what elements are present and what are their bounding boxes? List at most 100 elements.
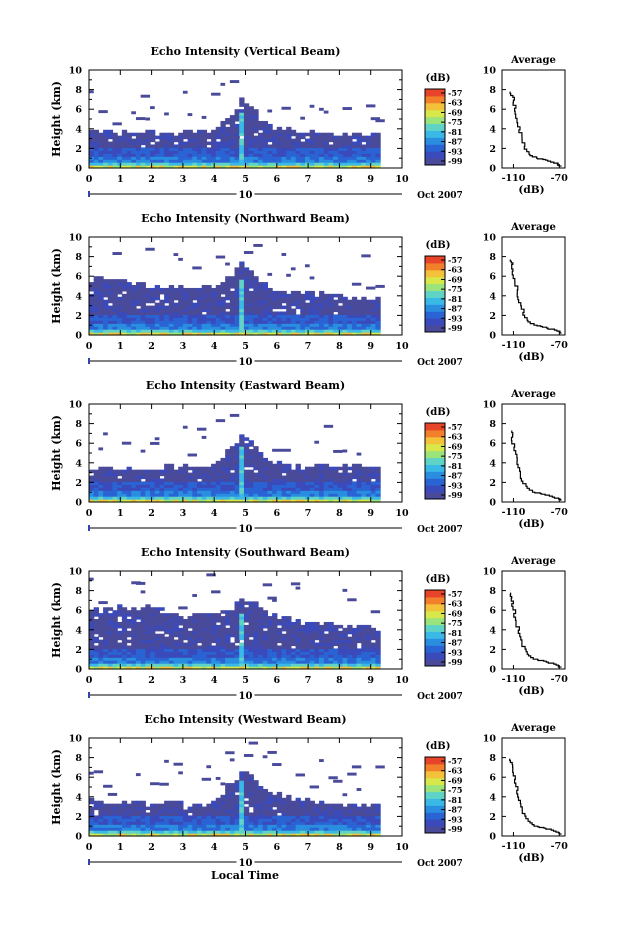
heatmap-cell — [309, 165, 315, 169]
heatmap-cell — [145, 469, 151, 474]
heatmap-cell — [168, 657, 175, 661]
heatmap-cell — [168, 302, 175, 307]
heatmap-cell — [164, 472, 170, 477]
heatmap-cell — [211, 92, 221, 96]
heatmap-cell — [140, 610, 146, 614]
heatmap-cell — [370, 165, 376, 169]
heatmap-cell — [314, 323, 320, 327]
heatmap-cell — [192, 132, 198, 137]
heatmap-cell — [187, 135, 193, 140]
heatmap-cell — [150, 624, 156, 629]
heatmap-cell — [375, 666, 381, 670]
heatmap-cell — [182, 484, 189, 488]
heatmap-cell — [135, 326, 142, 330]
heatmap-cell — [262, 651, 269, 655]
heatmap-cell — [220, 457, 226, 462]
heatmap-cell — [159, 830, 165, 834]
heatmap-cell — [206, 499, 212, 503]
heatmap-cell — [201, 326, 207, 330]
heatmap-cell — [145, 247, 155, 251]
heatmap-cell — [243, 754, 254, 757]
heatmap-cell — [290, 487, 297, 491]
heatmap-cell — [121, 472, 128, 477]
heatmap-cell — [375, 636, 381, 641]
colorbar-tick-label: -63 — [448, 265, 463, 275]
heatmap-cell — [89, 162, 95, 166]
heatmap-cell — [276, 460, 283, 465]
heatmap-cell — [187, 162, 193, 166]
heatmap-cell — [258, 466, 264, 471]
heatmap-cell — [370, 484, 376, 488]
heatmap-cell — [178, 499, 184, 503]
heatmap-cell — [164, 484, 170, 488]
heatmap-cell — [328, 660, 334, 664]
heatmap-cell — [356, 452, 362, 456]
heatmap-cell — [314, 806, 320, 811]
heatmap-cell — [159, 493, 165, 497]
heatmap-cell — [168, 285, 175, 289]
heatmap-cell — [159, 619, 165, 623]
heatmap-cell — [145, 314, 151, 318]
heatmap-cell — [117, 469, 123, 474]
heatmap-cell — [267, 800, 273, 805]
heatmap-cell — [229, 126, 236, 131]
heatmap-cell — [192, 627, 198, 632]
heatmap-cell — [159, 308, 165, 313]
heatmap-cell — [262, 818, 269, 822]
heatmap-cell — [154, 308, 161, 313]
heatmap-cell — [201, 317, 207, 321]
heatmap-cell — [178, 800, 184, 805]
heatmap-cell — [150, 619, 156, 623]
heatmap-cell — [229, 490, 236, 494]
heatmap-cell — [107, 657, 114, 661]
heatmap-cell — [211, 651, 217, 655]
heatmap-cell — [121, 287, 128, 292]
heatmap-cell — [93, 490, 99, 494]
heatmap-cell — [243, 636, 250, 641]
heatmap-cell — [370, 153, 376, 157]
heatmap-cell — [178, 165, 184, 169]
heatmap-cell — [333, 449, 343, 453]
heatmap-cell — [366, 305, 372, 310]
heatmap-cell — [225, 162, 231, 166]
heatmap-cell — [140, 648, 146, 652]
heatmap-cell — [286, 323, 292, 327]
heatmap-cell — [89, 619, 95, 623]
heatmap-cell — [258, 287, 264, 292]
heatmap-cell — [243, 630, 250, 635]
heatmap-cell — [154, 487, 161, 491]
heatmap-cell — [126, 818, 132, 822]
heatmap-cell — [103, 830, 109, 834]
heatmap-cell — [323, 329, 330, 333]
heatmap-cell — [154, 642, 161, 647]
heatmap-cell — [286, 827, 292, 831]
heatmap-cell — [281, 487, 287, 491]
heatmap-cell — [225, 806, 231, 811]
heatmap-cell — [243, 452, 250, 456]
heatmap-cell — [103, 496, 109, 500]
heatmap-cell — [112, 619, 118, 623]
heatmap-cell — [351, 329, 358, 333]
heatmap-cell — [135, 613, 142, 617]
heatmap-cell — [234, 472, 240, 477]
heatmap-cell — [145, 607, 151, 611]
heatmap-cell — [356, 654, 362, 658]
heatmap-cell — [112, 630, 118, 635]
heatmap-cell — [319, 627, 325, 632]
heatmap-cell — [173, 824, 179, 828]
heatmap-cell — [131, 320, 137, 324]
heatmap-cell — [262, 147, 269, 151]
heatmap-cell — [239, 475, 245, 480]
heatmap-cell — [117, 138, 123, 143]
heatmap-cell — [281, 165, 287, 169]
heatmap-cell — [150, 106, 155, 110]
colorbar-frame — [424, 88, 446, 166]
heatmap-cell — [304, 156, 311, 160]
heatmap-cell — [290, 496, 297, 500]
heatmap-cell — [239, 282, 245, 286]
heatmap-cell — [215, 475, 222, 480]
heatmap-cell — [276, 138, 283, 143]
heatmap-cell — [347, 141, 353, 146]
heatmap-cell — [253, 129, 259, 134]
heatmap-cell — [112, 314, 118, 318]
